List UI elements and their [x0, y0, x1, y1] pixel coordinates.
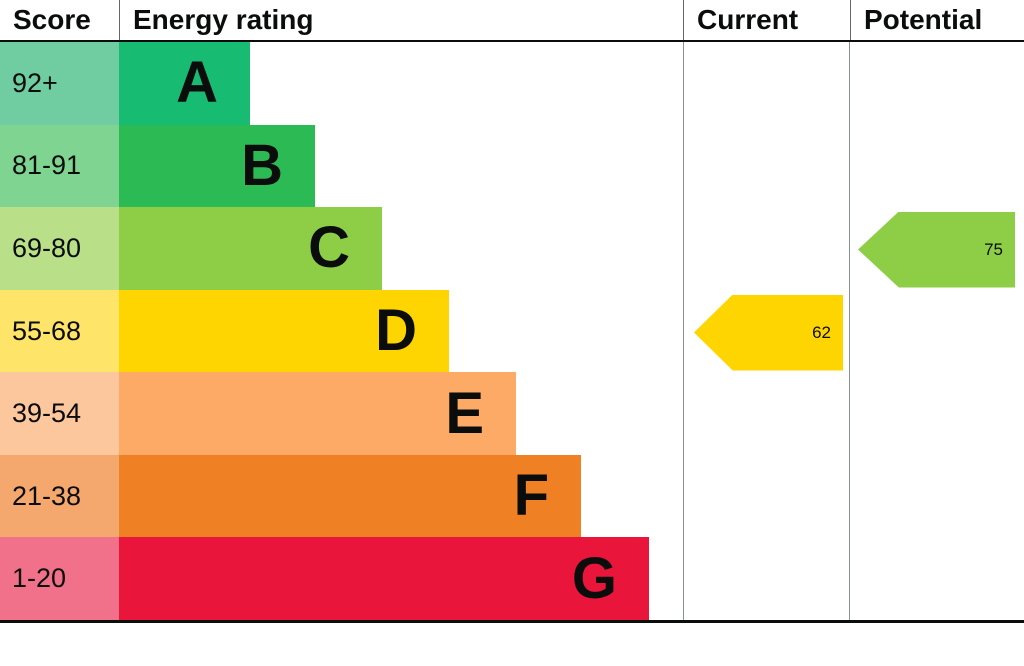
band-letter: D [375, 298, 417, 364]
score-cell: 39-54 [0, 372, 119, 455]
rating-area: F [119, 454, 683, 538]
score-cell: 1-20 [0, 537, 119, 621]
rating-area: E [119, 372, 683, 455]
current-value: 62 [812, 322, 831, 342]
band-row-a: 92+ A [0, 42, 683, 125]
band-letter: E [445, 380, 484, 446]
band-letter: F [513, 463, 549, 529]
band-row-e: 39-54 E [0, 372, 683, 455]
bands-column: 92+ A 81-91 B 69-80 [0, 42, 683, 621]
potential-arrow: 75 [858, 211, 1015, 288]
rating-area: B [119, 124, 683, 208]
header-energy-rating: Energy rating [119, 0, 683, 40]
score-cell: 81-91 [0, 124, 119, 208]
band-bar: E [119, 372, 516, 455]
band-row-d: 55-68 D [0, 289, 683, 373]
current-arrow: 62 [694, 294, 843, 371]
current-column: 62 [683, 42, 850, 620]
score-cell: 21-38 [0, 454, 119, 538]
band-bar: G [119, 537, 649, 621]
band-row-f: 21-38 F [0, 454, 683, 538]
band-letter: A [176, 50, 218, 116]
chart-body: 92+ A 81-91 B 69-80 [0, 42, 1024, 623]
band-bar: C [119, 207, 382, 290]
band-bar: F [119, 454, 581, 538]
rating-area: A [119, 42, 683, 125]
band-letter: C [308, 215, 350, 281]
rating-area: C [119, 207, 683, 290]
rating-area: D [119, 289, 683, 373]
rating-area: G [119, 537, 683, 621]
band-row-c: 69-80 C [0, 207, 683, 290]
potential-column: 75 [850, 42, 1024, 620]
band-bar: A [119, 42, 250, 125]
chart-header: Score Energy rating Current Potential [0, 0, 1024, 42]
score-cell: 92+ [0, 42, 119, 125]
band-bar: B [119, 124, 315, 208]
score-cell: 69-80 [0, 207, 119, 290]
potential-value: 75 [984, 239, 1003, 259]
header-potential: Potential [850, 0, 1024, 40]
band-row-b: 81-91 B [0, 124, 683, 208]
band-letter: G [571, 545, 617, 611]
band-bar: D [119, 289, 449, 373]
band-row-g: 1-20 G [0, 537, 683, 621]
header-score: Score [13, 4, 91, 35]
score-cell: 55-68 [0, 289, 119, 373]
band-letter: B [241, 132, 283, 198]
header-current: Current [683, 0, 850, 40]
